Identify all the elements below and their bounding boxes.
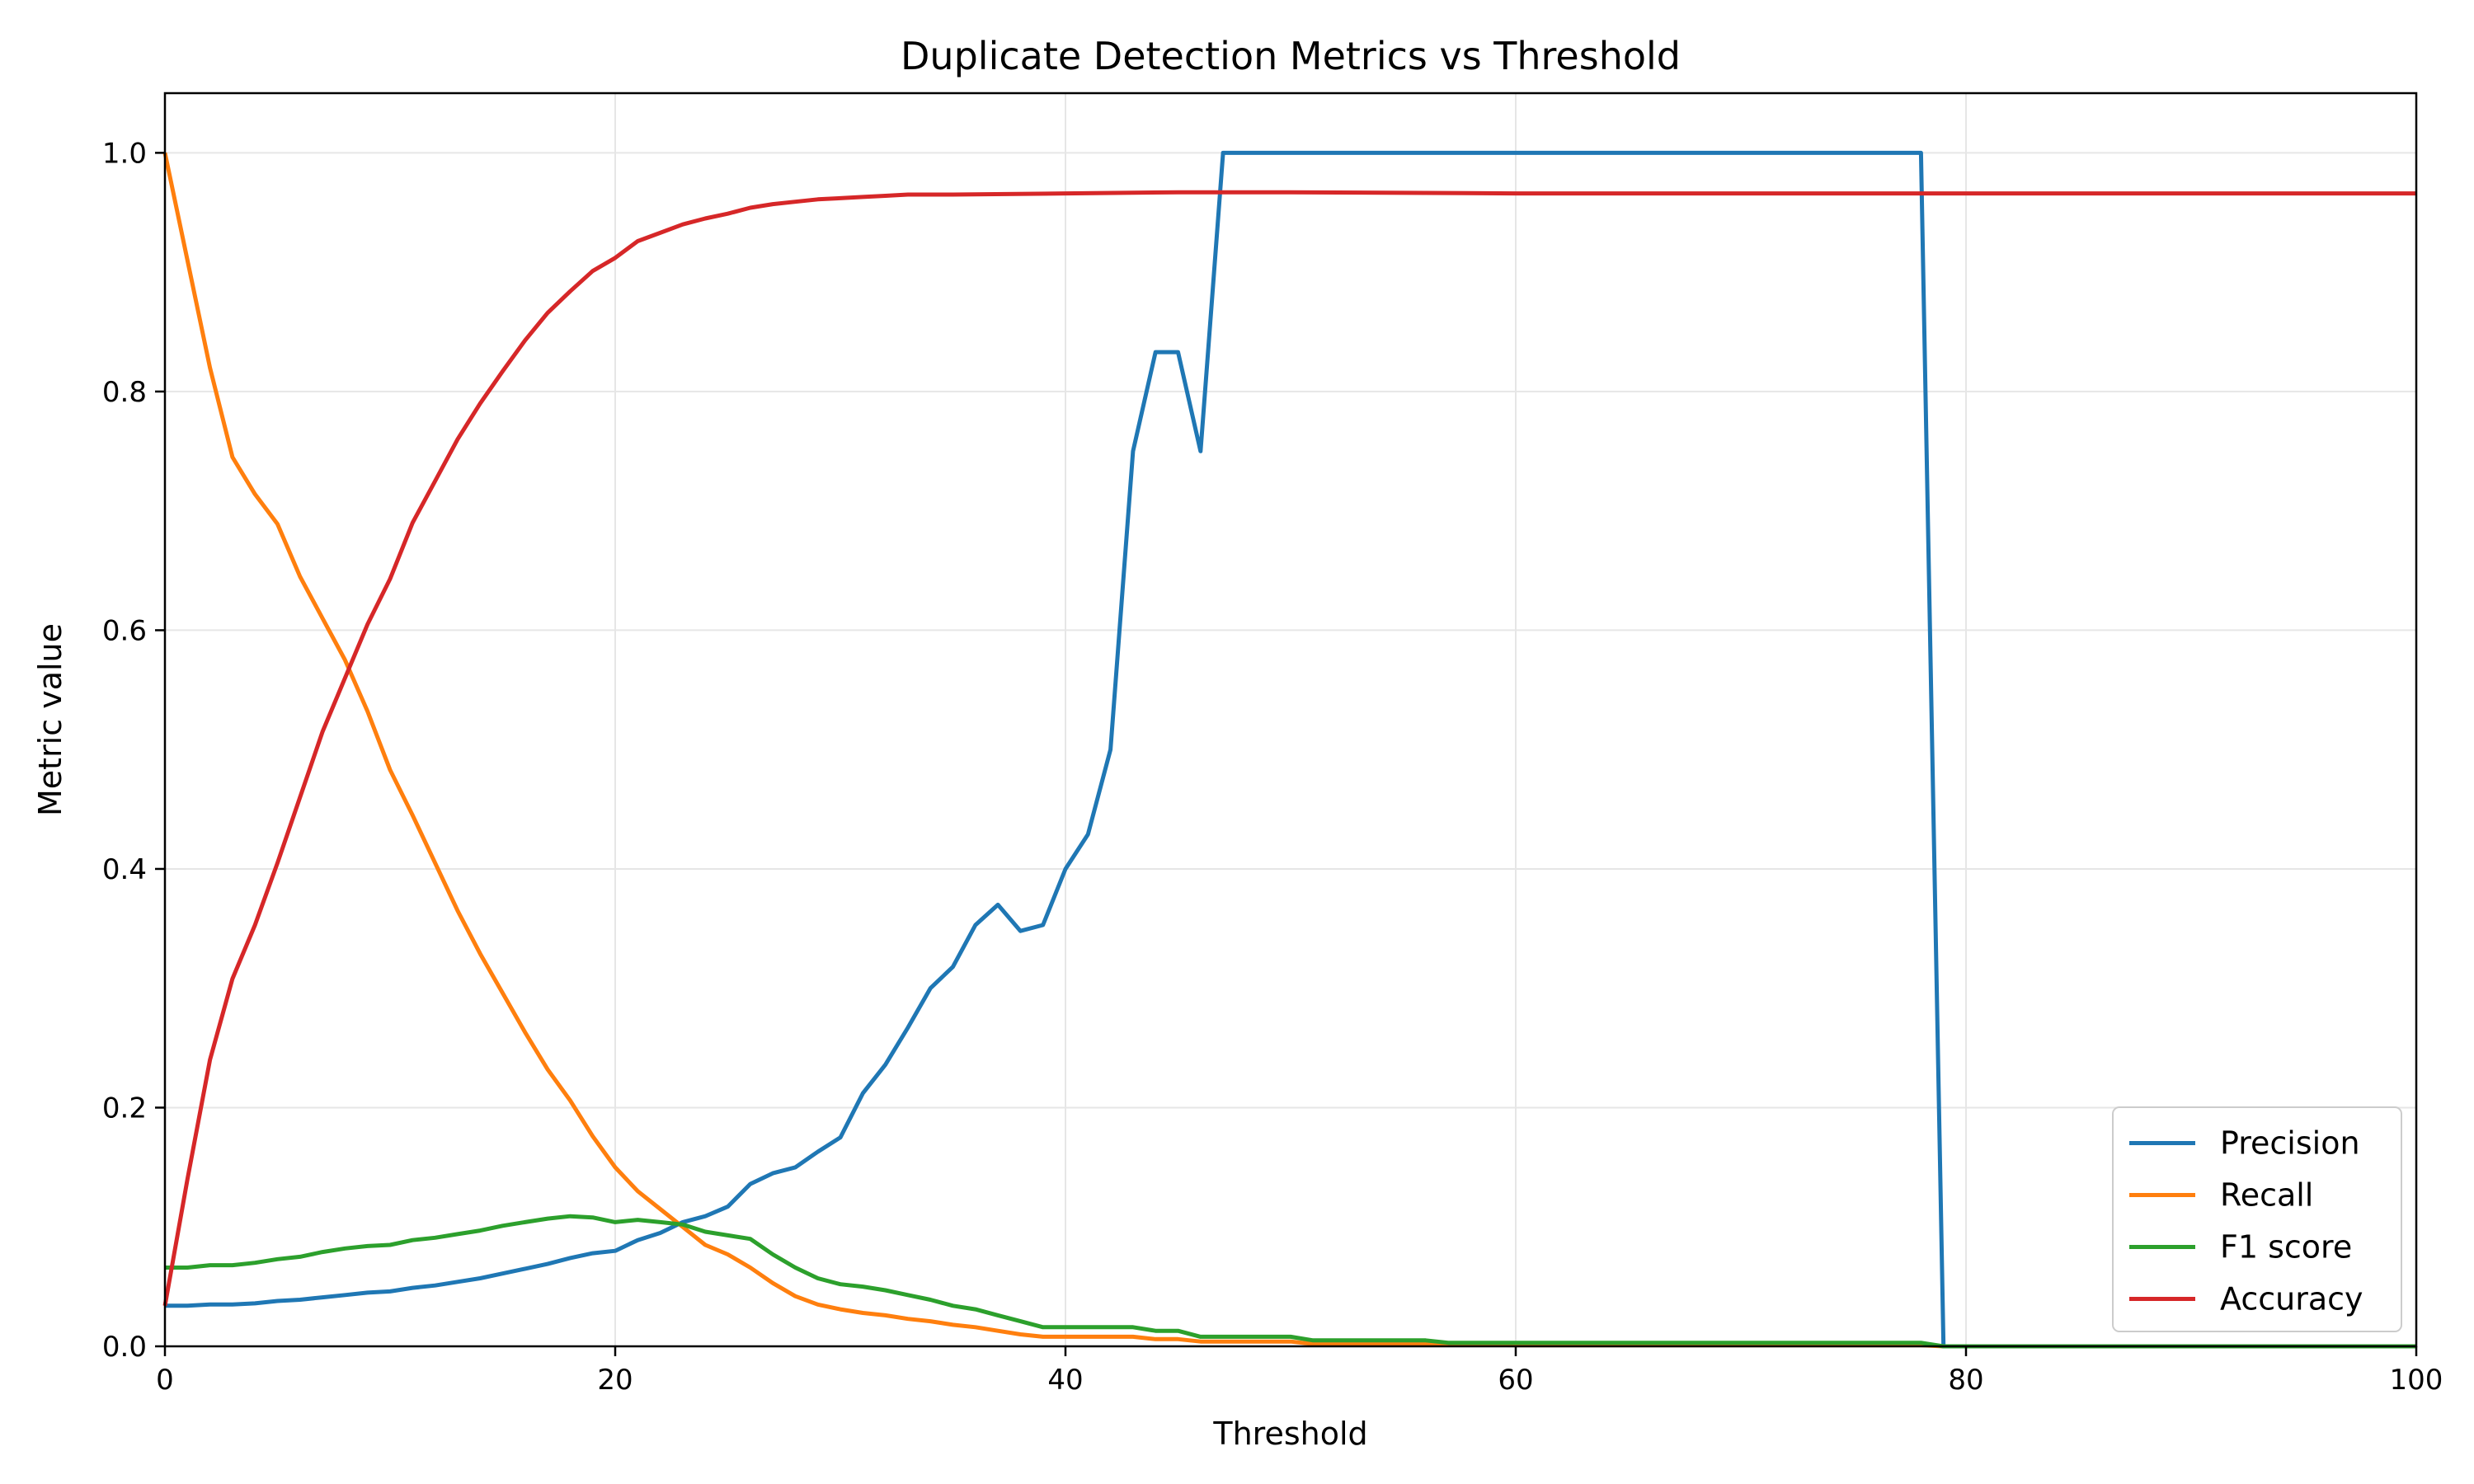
y-tick-label: 0.4 [102, 853, 147, 886]
series-line-f1-score [165, 1214, 2416, 1349]
legend-label-precision: Precision [2220, 1125, 2360, 1162]
axis-ticks: 0 20 40 60 80 100 0.0 0.2 0.4 0.6 0.8 1.0 [102, 137, 2443, 1397]
plot-frame [163, 92, 2418, 1348]
chart-title: Duplicate Detection Metrics vs Threshold [901, 34, 1681, 78]
x-tick-label: 40 [1047, 1364, 1083, 1397]
legend-box [2112, 1106, 2402, 1332]
series-line-accuracy [162, 190, 2416, 1307]
legend-label-recall: Recall [2220, 1177, 2313, 1214]
x-tick-label: 80 [1948, 1364, 1983, 1397]
series-line-precision [165, 150, 2416, 1349]
y-tick-label: 0.8 [102, 376, 147, 409]
legend: Precision Recall F1 score Accuracy [2112, 1106, 2402, 1332]
series-lines [162, 150, 2416, 1349]
y-tick-label: 0.6 [102, 614, 147, 647]
x-tick-label: 20 [597, 1364, 633, 1397]
x-tick-label: 100 [2390, 1364, 2443, 1397]
y-axis-label: Metric value [32, 623, 68, 816]
x-tick-label: 0 [156, 1364, 174, 1397]
legend-label-f1-score: F1 score [2220, 1229, 2352, 1266]
y-tick-label: 1.0 [102, 137, 147, 170]
x-axis-label: Threshold [1212, 1416, 1367, 1452]
y-tick-label: 0.2 [102, 1092, 147, 1125]
y-tick-label: 0.0 [102, 1331, 147, 1364]
x-tick-label: 60 [1498, 1364, 1533, 1397]
legend-label-accuracy: Accuracy [2220, 1281, 2363, 1317]
